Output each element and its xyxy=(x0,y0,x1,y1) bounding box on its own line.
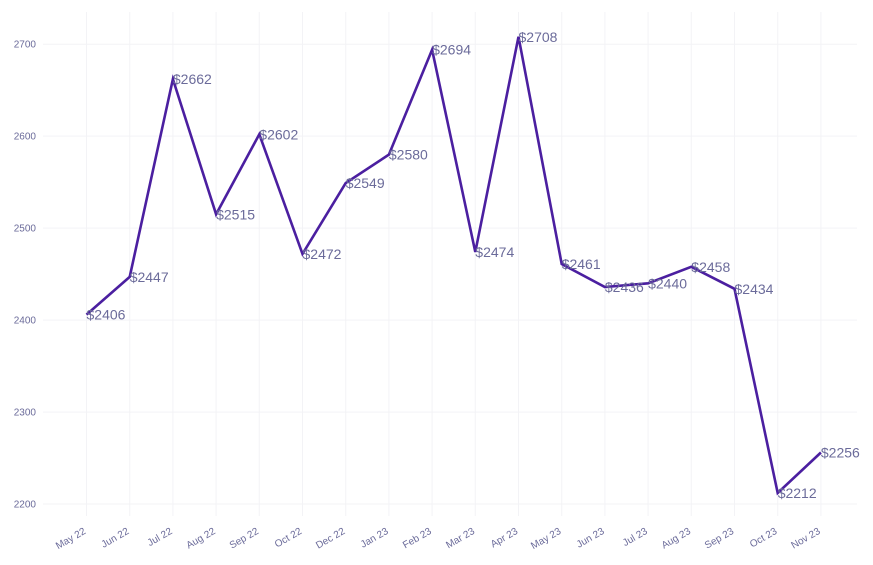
data-label: $2472 xyxy=(303,246,342,262)
y-tick-label: 2200 xyxy=(14,500,37,511)
data-label: $2694 xyxy=(432,42,471,58)
x-tick-label: Sep 22 xyxy=(228,526,261,552)
series-line xyxy=(85,36,822,496)
x-tick-label: Jun 22 xyxy=(100,526,132,551)
data-label: $2256 xyxy=(821,445,860,461)
y-tick-label: 2300 xyxy=(14,408,37,419)
x-tick-label: Aug 22 xyxy=(185,526,218,552)
data-label: $2549 xyxy=(346,175,385,191)
x-tick-label: Oct 23 xyxy=(748,526,779,550)
data-label: $2212 xyxy=(778,485,817,501)
data-label: $2436 xyxy=(605,279,644,295)
data-label: $2662 xyxy=(173,71,212,87)
data-label: $2461 xyxy=(562,256,601,272)
data-label: $2434 xyxy=(735,281,774,297)
data-label: $2406 xyxy=(87,307,126,323)
x-tick-label: May 22 xyxy=(54,526,88,552)
x-tick-label: Dec 22 xyxy=(314,526,347,552)
x-tick-label: Nov 23 xyxy=(789,526,822,552)
data-label: $2515 xyxy=(216,206,255,222)
y-tick-label: 2500 xyxy=(14,224,37,235)
x-tick-label: Sep 23 xyxy=(703,526,736,552)
x-tick-label: Aug 23 xyxy=(660,526,693,552)
x-tick-label: Feb 23 xyxy=(401,526,434,551)
data-labels: $2406 $2447 $2662 $2515 $2602 $2472 $2549$2580… xyxy=(87,29,861,501)
grid xyxy=(43,12,857,516)
data-label: $2580 xyxy=(389,147,428,163)
data-label: $2602 xyxy=(259,126,298,142)
x-tick-label: Jul 23 xyxy=(621,526,650,549)
data-label: $2474 xyxy=(475,244,514,260)
data-label: $2440 xyxy=(648,275,687,291)
x-tick-label: Jun 23 xyxy=(575,526,607,551)
y-tick-label: 2700 xyxy=(14,40,37,51)
x-tick-label: Jul 22 xyxy=(146,526,175,549)
y-axis-ticks: 2200 2300 2400 2500 2600 2700 xyxy=(14,40,37,511)
y-tick-label: 2400 xyxy=(14,316,37,327)
x-tick-label: Oct 22 xyxy=(273,526,304,550)
x-tick-label: Mar 23 xyxy=(444,526,477,551)
x-tick-label: May 23 xyxy=(529,526,563,552)
data-label: $2708 xyxy=(519,29,558,45)
series-line-layer xyxy=(85,36,822,496)
y-tick-label: 2600 xyxy=(14,132,37,143)
data-label: $2458 xyxy=(691,259,730,275)
x-tick-label: Jan 23 xyxy=(359,526,391,551)
x-axis-ticks: May 22 Jun 22 Jul 22 Aug 22 Sep 22 Oct 22 Dec … xyxy=(54,526,823,552)
x-tick-label: Apr 23 xyxy=(489,526,520,550)
data-label: $2447 xyxy=(130,269,169,285)
